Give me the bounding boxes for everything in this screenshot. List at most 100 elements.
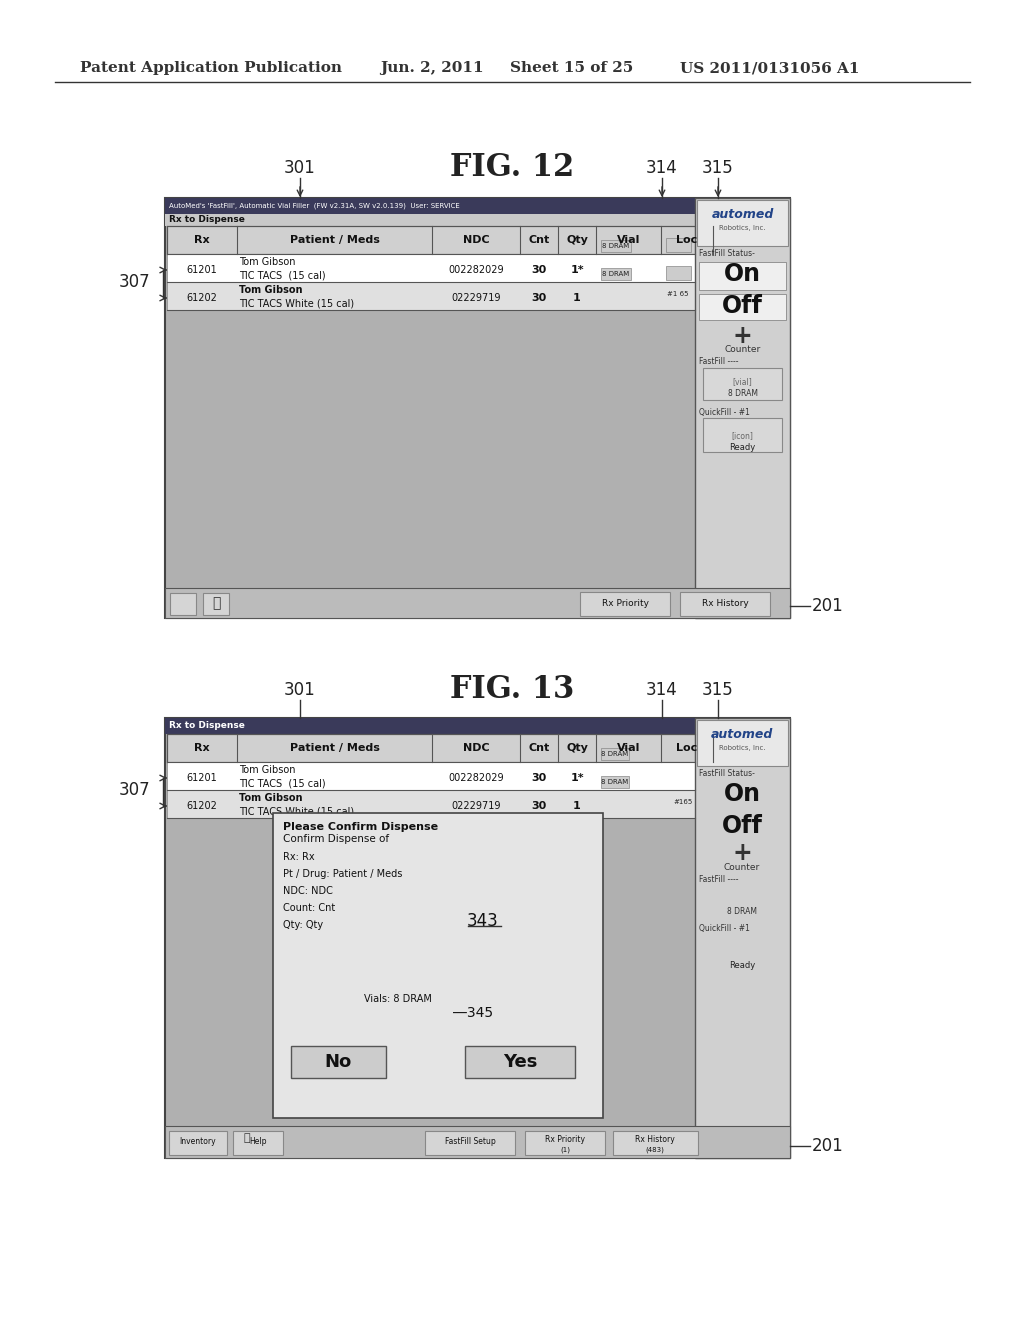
- Text: [icon]: [icon]: [731, 432, 754, 441]
- Text: 02229719: 02229719: [452, 801, 501, 810]
- Text: 307: 307: [119, 781, 150, 799]
- Text: QuickFill - #1: QuickFill - #1: [699, 924, 750, 932]
- Text: Robotics, Inc.: Robotics, Inc.: [719, 224, 766, 231]
- Text: [vial]: [vial]: [732, 378, 753, 387]
- Bar: [203, 593, 229, 615]
- Bar: [680, 591, 770, 616]
- Text: 61202: 61202: [186, 801, 217, 810]
- Text: Ready: Ready: [729, 961, 755, 970]
- Text: 201: 201: [812, 597, 844, 615]
- Text: 8 DRAM: 8 DRAM: [727, 907, 757, 916]
- Text: FastFill Setup: FastFill Setup: [444, 1138, 496, 1147]
- Text: Count: Cnt: Count: Cnt: [283, 903, 335, 913]
- Text: 61201: 61201: [186, 774, 217, 783]
- Text: NDC: NDC: [463, 743, 489, 752]
- Bar: [666, 267, 691, 280]
- Text: Vials: 8 DRAM: Vials: 8 DRAM: [365, 994, 432, 1005]
- Text: 30: 30: [531, 265, 547, 275]
- Text: Rx History: Rx History: [701, 598, 749, 607]
- Text: QuickFill - #1: QuickFill - #1: [699, 408, 750, 417]
- Text: 8 DRAM: 8 DRAM: [602, 271, 630, 277]
- Text: Loc: Loc: [677, 743, 697, 752]
- Text: Vial: Vial: [616, 743, 640, 752]
- Bar: [165, 718, 790, 1158]
- Text: Cnt: Cnt: [528, 743, 550, 752]
- Text: 61202: 61202: [186, 293, 217, 304]
- Text: Off: Off: [722, 814, 763, 838]
- Bar: [601, 748, 629, 760]
- Text: automed: automed: [711, 729, 773, 742]
- Text: 30: 30: [531, 801, 547, 810]
- Text: Loc: Loc: [677, 235, 697, 246]
- Bar: [167, 253, 695, 282]
- Bar: [165, 718, 790, 734]
- Text: 315: 315: [702, 681, 734, 700]
- Text: Pt / Drug: Patient / Meds: Pt / Drug: Patient / Meds: [283, 869, 402, 879]
- Bar: [167, 789, 695, 818]
- Text: 307: 307: [119, 273, 150, 290]
- Text: (1): (1): [560, 1147, 570, 1154]
- Bar: [703, 418, 782, 451]
- Text: Rx Priority: Rx Priority: [601, 598, 648, 607]
- Text: NDC: NDC: NDC: NDC: [283, 886, 333, 896]
- Text: TIC TACS White (15 cal): TIC TACS White (15 cal): [239, 300, 354, 309]
- Bar: [699, 294, 786, 319]
- Text: Jun. 2, 2011: Jun. 2, 2011: [380, 61, 483, 75]
- Text: +: +: [732, 323, 753, 348]
- Text: Rx to Dispense: Rx to Dispense: [169, 722, 245, 730]
- Bar: [273, 813, 603, 1118]
- Text: 30: 30: [531, 774, 547, 783]
- Text: Rx to Dispense: Rx to Dispense: [169, 215, 245, 224]
- Text: Cnt: Cnt: [528, 235, 550, 246]
- Text: Off: Off: [722, 294, 763, 318]
- Text: Tom Gibson: Tom Gibson: [239, 285, 302, 294]
- Text: FastFill ----: FastFill ----: [699, 358, 738, 367]
- Text: Patient / Meds: Patient / Meds: [290, 743, 380, 752]
- Text: FastFill ----: FastFill ----: [699, 875, 738, 884]
- Text: 301: 301: [284, 681, 315, 700]
- Bar: [703, 368, 782, 400]
- Bar: [167, 282, 695, 310]
- Text: Robotics, Inc.: Robotics, Inc.: [719, 744, 765, 751]
- Text: Rx Priority: Rx Priority: [545, 1135, 585, 1144]
- Text: 8 DRAM: 8 DRAM: [601, 751, 629, 756]
- Text: Qty: Qty: [566, 743, 588, 752]
- Bar: [465, 1045, 575, 1078]
- Bar: [425, 1131, 515, 1155]
- Text: 1: 1: [573, 801, 581, 810]
- Text: 201: 201: [812, 1137, 844, 1155]
- Bar: [601, 240, 631, 252]
- Bar: [170, 593, 196, 615]
- Text: Please Confirm Dispense: Please Confirm Dispense: [283, 822, 438, 832]
- Text: 1*: 1*: [570, 265, 584, 275]
- Text: NDC: NDC: [463, 235, 489, 246]
- Text: On: On: [724, 781, 761, 807]
- Text: 301: 301: [284, 158, 315, 177]
- Text: Ready: Ready: [729, 444, 756, 453]
- Text: Confirm Dispense of: Confirm Dispense of: [283, 834, 389, 843]
- Text: Inventory: Inventory: [179, 1138, 216, 1147]
- Text: 1*: 1*: [570, 774, 584, 783]
- Bar: [291, 1045, 386, 1078]
- Text: Rx: Rx: Rx: Rx: [283, 851, 314, 862]
- Text: 343: 343: [467, 912, 499, 931]
- Text: automed: automed: [712, 209, 774, 222]
- Bar: [169, 1131, 227, 1155]
- Bar: [167, 762, 695, 789]
- Bar: [165, 1126, 790, 1158]
- Text: TIC TACS  (15 cal): TIC TACS (15 cal): [239, 271, 326, 281]
- Text: 8 DRAM: 8 DRAM: [602, 243, 630, 249]
- Text: 02229719: 02229719: [452, 293, 501, 304]
- Text: 8 DRAM: 8 DRAM: [601, 779, 629, 785]
- Text: ⓘ: ⓘ: [244, 1133, 250, 1143]
- Text: Rx: Rx: [195, 743, 210, 752]
- Bar: [601, 776, 629, 788]
- Text: Counter: Counter: [724, 863, 760, 873]
- Text: FastFill Status-: FastFill Status-: [699, 770, 755, 779]
- Text: ―345: ―345: [453, 1006, 494, 1020]
- Text: US 2011/0131056 A1: US 2011/0131056 A1: [680, 61, 859, 75]
- Text: Qty: Qty: [566, 235, 588, 246]
- Text: #1 65: #1 65: [668, 290, 689, 297]
- Text: FIG. 12: FIG. 12: [450, 153, 574, 183]
- Text: Patent Application Publication: Patent Application Publication: [80, 61, 342, 75]
